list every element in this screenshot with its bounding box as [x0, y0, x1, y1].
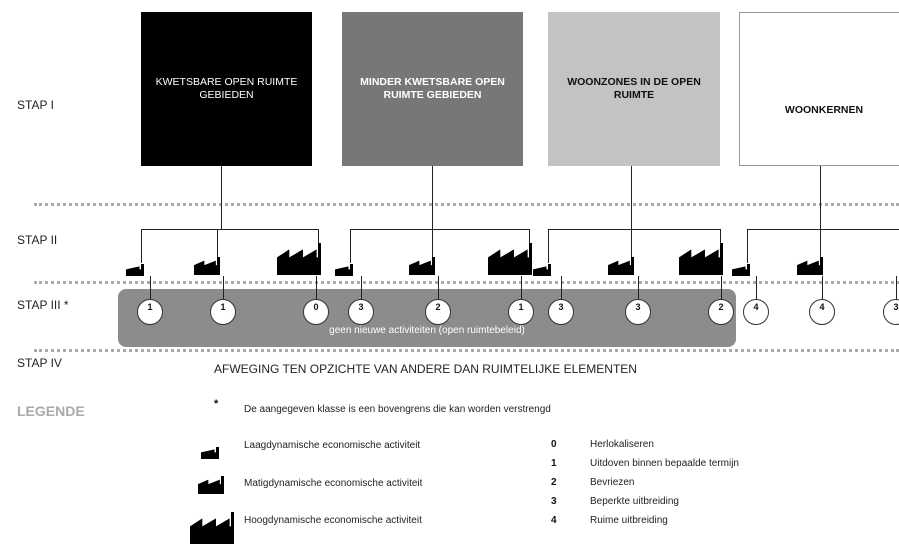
stage-label-4: STAP IV [17, 356, 62, 370]
class-circle: 3 [883, 299, 899, 325]
connector-line [721, 276, 722, 300]
connector-line [548, 229, 720, 230]
connector-line [638, 276, 639, 300]
stage-label-3: STAP III * [17, 298, 69, 312]
asterisk-note: De aangegeven klasse is een bovengrens d… [244, 404, 551, 415]
class-circle: 4 [743, 299, 769, 325]
factory-medium-icon [194, 257, 220, 280]
class-circle: 2 [708, 299, 734, 325]
connector-line [822, 276, 823, 300]
connector-line [223, 276, 224, 300]
class-circle: 3 [548, 299, 574, 325]
factory-high-icon [679, 243, 723, 280]
band-label: geen nieuwe activiteiten (open ruimtebel… [329, 325, 525, 336]
connector-line [350, 229, 351, 263]
connector-line [529, 229, 530, 243]
factory-low-icon [126, 263, 144, 281]
legend-title: LEGENDE [17, 403, 85, 419]
connector-line [521, 276, 522, 300]
legend-code-label: Uitdoven binnen bepaalde termijn [590, 458, 739, 469]
legend-code-label: Beperkte uitbreiding [590, 496, 679, 507]
zone-box-minder-kwetsbaar: MINDER KWETSBARE OPEN RUIMTE GEBIEDEN [342, 12, 523, 166]
connector-line [820, 166, 821, 229]
stap4-text: AFWEGING TEN OPZICHTE VAN ANDERE DAN RUI… [214, 362, 637, 376]
legend-code-number: 1 [551, 458, 557, 469]
legend-code-label: Ruime uitbreiding [590, 515, 668, 526]
legend-factory-low: Laagdynamische economische activiteit [244, 440, 421, 451]
connector-line [432, 229, 433, 257]
class-circle: 4 [809, 299, 835, 325]
connector-line [820, 229, 821, 257]
connector-line [756, 276, 757, 300]
stage-label-1: STAP I [17, 98, 54, 112]
separator-line [34, 203, 899, 206]
connector-line [141, 229, 318, 230]
separator-line [34, 281, 899, 284]
connector-line [438, 276, 439, 300]
connector-line [747, 229, 899, 230]
connector-line [361, 276, 362, 300]
class-circle: 2 [425, 299, 451, 325]
connector-line [631, 229, 632, 257]
connector-line [720, 229, 721, 243]
legend-code-number: 3 [551, 496, 557, 507]
connector-line [561, 276, 562, 300]
zone-box-label: KWETSBARE OPEN RUIMTE GEBIEDEN [155, 76, 298, 101]
legend-factory-medium: Matigdynamische economische activiteit [244, 478, 423, 489]
class-circle: 0 [303, 299, 329, 325]
class-circle: 3 [348, 299, 374, 325]
connector-line [316, 276, 317, 300]
factory-low-icon [732, 263, 750, 281]
connector-line [747, 229, 748, 263]
zone-box-label: MINDER KWETSBARE OPEN RUIMTE GEBIEDEN [360, 76, 505, 101]
factory-medium-icon [608, 257, 634, 280]
factory-high-icon [488, 243, 532, 280]
class-circle: 1 [210, 299, 236, 325]
connector-line [150, 276, 151, 300]
asterisk-symbol: * [214, 398, 219, 410]
factory-medium-icon [198, 476, 224, 499]
legend-code-number: 2 [551, 477, 557, 488]
factory-high-icon [190, 512, 234, 549]
connector-line [318, 229, 319, 243]
factory-medium-icon [797, 257, 823, 280]
connector-line [432, 166, 433, 229]
connector-line [631, 166, 632, 229]
zone-box-woonzones: WOONZONES IN DE OPEN RUIMTE [548, 12, 720, 166]
connector-line [217, 229, 218, 257]
factory-low-icon [201, 446, 219, 464]
stage-label-2: STAP II [17, 233, 58, 247]
legend-code-number: 4 [551, 515, 557, 526]
class-circle: 1 [137, 299, 163, 325]
legend-code-number: 0 [551, 439, 557, 450]
zone-box-kwetsbaar: KWETSBARE OPEN RUIMTE GEBIEDEN [141, 12, 312, 166]
connector-line [141, 229, 142, 263]
factory-low-icon [533, 263, 551, 281]
legend-factory-high: Hoogdynamische economische activiteit [244, 515, 422, 526]
connector-line [221, 166, 222, 229]
separator-line [34, 349, 899, 352]
connector-line [350, 229, 529, 230]
zone-box-label: WOONZONES IN DE OPEN RUIMTE [567, 76, 701, 101]
class-circle: 1 [508, 299, 534, 325]
factory-low-icon [335, 263, 353, 281]
zone-box-label: WOONKERNEN [784, 103, 864, 116]
zone-box-woonkernen: WOONKERNEN [739, 12, 899, 166]
legend-code-label: Bevriezen [590, 477, 635, 488]
connector-line [896, 276, 897, 300]
factory-medium-icon [409, 257, 435, 280]
connector-line [548, 229, 549, 263]
legend-code-label: Herlokaliseren [590, 439, 654, 450]
class-circle: 3 [625, 299, 651, 325]
factory-high-icon [277, 243, 321, 280]
